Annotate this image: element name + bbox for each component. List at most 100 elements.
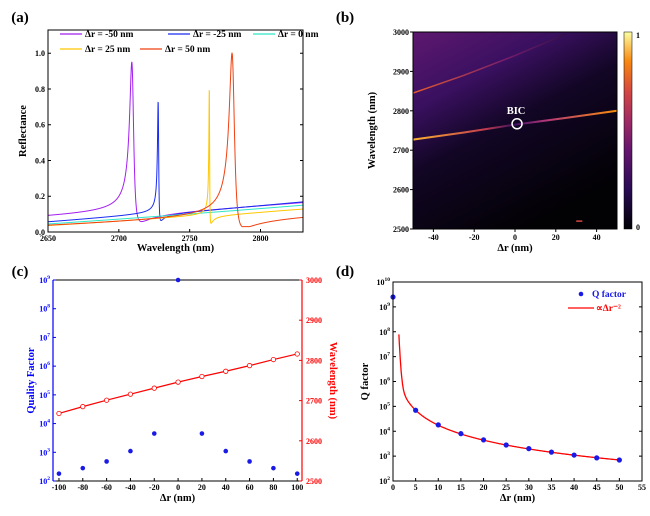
q-factor-point [503, 442, 509, 448]
y-axis-label: Q factor [360, 362, 371, 400]
y-tick-label: 1010 [377, 277, 391, 287]
y-left-tick-label: 107 [39, 332, 50, 342]
q-factor-point [247, 459, 252, 464]
y-tick-label: 102 [379, 476, 390, 486]
colorbar-max-label: 1 [636, 31, 640, 40]
q-factor-point [151, 431, 157, 436]
bic-marker [511, 118, 523, 130]
x-tick-label: 0 [176, 483, 180, 492]
y-right-axis-label: Wavelength (nm) [327, 342, 338, 420]
x-tick-label: 45 [593, 483, 601, 492]
x-tick-label: 2700 [111, 234, 127, 243]
y-tick-label: 3000 [393, 28, 409, 37]
tick-exponent: 2 [47, 476, 50, 482]
tick-base: 10 [379, 402, 387, 411]
x-axis-label: Δr (nm) [500, 493, 536, 504]
tick-exponent: 3 [387, 451, 390, 457]
y-left-tick-label: 106 [39, 361, 50, 371]
x-tick-label: 15 [457, 483, 465, 492]
y-right-tick-label: 2900 [306, 316, 322, 325]
y-tick-label: 0.6 [35, 121, 45, 130]
y-left-tick-label: 103 [39, 447, 50, 457]
resonance-band [412, 109, 618, 141]
tick-exponent: 9 [387, 302, 390, 308]
tick-base: 10 [379, 427, 387, 436]
q-factor-point [80, 465, 86, 471]
tick-exponent: 4 [387, 426, 390, 432]
panel-label: (c) [12, 264, 29, 280]
legend-label: Δr = 25 nm [85, 45, 130, 55]
x-tick-label: 20 [552, 233, 560, 242]
y-tick-label: 108 [379, 327, 390, 337]
tick-exponent: 2 [387, 476, 390, 482]
x-tick-label: 40 [593, 233, 601, 242]
tick-exponent: 7 [47, 332, 50, 338]
x-tick-label: 2800 [253, 234, 269, 243]
y-tick-label: 104 [379, 426, 390, 436]
legend-label: Δr = -50 nm [85, 30, 133, 40]
tick-base: 10 [39, 448, 47, 457]
tick-exponent: 3 [47, 447, 50, 453]
wavelength-point [151, 385, 157, 391]
wavelength-point [56, 410, 62, 417]
q-factor-point [56, 471, 62, 476]
x-axis-label: Δr (nm) [160, 493, 196, 504]
x-tick-label: 25 [502, 483, 510, 492]
y-left-tick-label: 105 [39, 390, 50, 400]
x-tick-label: 50 [615, 483, 623, 492]
tick-base: 10 [39, 362, 47, 371]
tick-base: 10 [39, 477, 47, 486]
tick-exponent: 8 [387, 327, 390, 333]
panel-label: (a) [11, 10, 29, 26]
q-factor-point [175, 277, 181, 283]
plot-frame [412, 31, 618, 230]
tick-base: 10 [39, 333, 47, 342]
tick-exponent: 5 [387, 401, 390, 407]
panel-label: (b) [336, 10, 354, 26]
wavelength-point [223, 368, 229, 374]
x-tick-label: -20 [469, 233, 480, 242]
x-tick-label: 55 [638, 483, 646, 492]
tick-base: 10 [377, 278, 385, 287]
x-tick-label: -100 [52, 483, 67, 492]
y-tick-label: 2700 [393, 146, 409, 155]
q-factor-point [104, 459, 109, 464]
wavelength-point [127, 391, 134, 397]
heatmap-background [413, 32, 617, 229]
y-tick-label: 0.2 [35, 192, 45, 201]
panel-d: (d)0 5 10 15 20 25 30 35 40 45 50 55102103104105106… [336, 264, 646, 504]
y-tick-label: 0.8 [35, 85, 45, 94]
y-tick-label: 1.0 [35, 49, 45, 58]
y-tick-label: 105 [379, 401, 390, 411]
x-tick-label: -20 [149, 483, 160, 492]
q-factor-point [526, 446, 532, 452]
q-factor-point [199, 431, 205, 436]
x-axis-label: Δr (nm) [497, 243, 533, 254]
series-line [48, 101, 303, 223]
y-right-tick-label: 2700 [306, 397, 322, 406]
q-factor-point [413, 407, 419, 413]
q-factor-point [128, 448, 133, 454]
tick-base: 10 [379, 353, 387, 362]
q-factor-point [271, 465, 276, 471]
q-factor-point [480, 437, 487, 443]
q-factor-point [594, 455, 600, 461]
x-tick-label: -40 [428, 233, 439, 242]
y-right-tick-label: 3000 [306, 276, 322, 285]
bic-label: BIC [507, 106, 526, 117]
tick-base: 10 [379, 477, 387, 486]
tick-exponent: 9 [47, 275, 50, 281]
q-factor-point [548, 449, 555, 455]
y-tick-label: 2500 [393, 225, 409, 234]
x-tick-label: 2650 [40, 234, 56, 243]
plot-frame [392, 281, 643, 482]
y-tick-label: 106 [379, 377, 390, 387]
wavelength-point [246, 363, 253, 369]
q-factor-point [458, 431, 464, 437]
q-factor-point [435, 422, 441, 428]
x-tick-label: 20 [480, 483, 488, 492]
y-tick-label: 2600 [393, 186, 409, 195]
x-tick-label: -60 [101, 483, 112, 492]
legend-label: ∝Δr⁻² [596, 304, 621, 314]
